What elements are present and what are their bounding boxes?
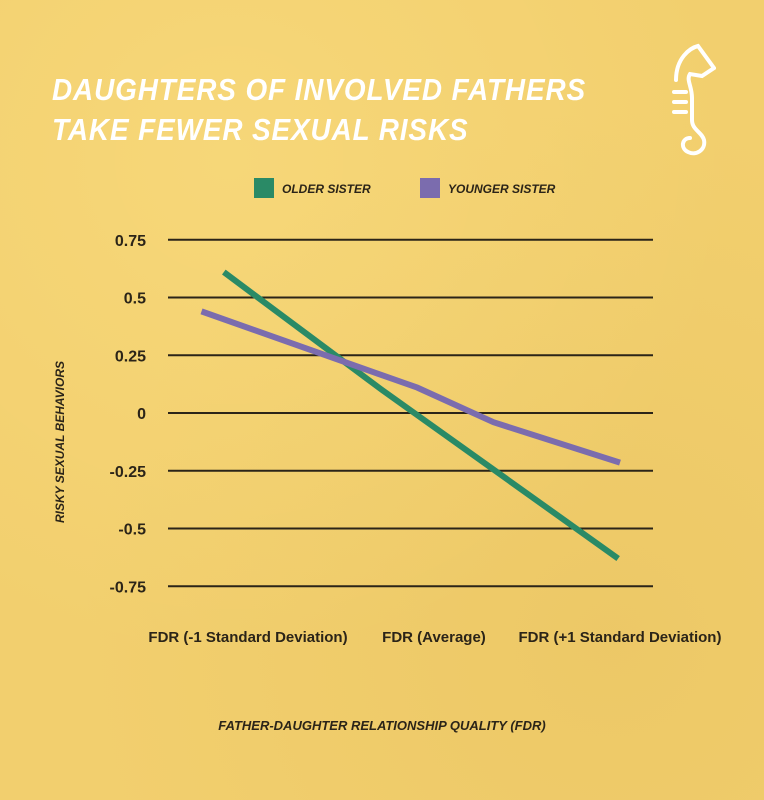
title-line-1: DAUGHTERS OF INVOLVED FATHERS [52, 72, 587, 107]
x-tick-label: FDR (Average) [382, 629, 486, 646]
y-tick-label: 0.25 [115, 348, 146, 365]
legend-swatch [254, 178, 274, 198]
y-tick-label: 0.75 [115, 233, 146, 250]
y-axis-label: RISKY SEXUAL BEHAVIORS [53, 361, 67, 523]
x-tick-label: FDR (+1 Standard Deviation) [519, 629, 722, 646]
legend-swatch [420, 178, 440, 198]
y-tick-label: -0.5 [118, 522, 146, 539]
y-tick-label: 0.5 [124, 291, 146, 308]
legend-label: OLDER SISTER [282, 182, 371, 196]
series-line-older-sister [222, 269, 620, 561]
y-tick-label: 0 [137, 406, 146, 423]
series-line-younger-sister [200, 308, 621, 466]
y-tick-label: -0.25 [110, 464, 147, 481]
x-axis-label: FATHER-DAUGHTER RELATIONSHIP QUALITY (FD… [218, 718, 545, 733]
x-tick-label: FDR (-1 Standard Deviation) [148, 629, 347, 646]
y-tick-label: -0.75 [110, 579, 147, 596]
title-line-2: TAKE FEWER SEXUAL RISKS [52, 112, 469, 147]
legend-label: YOUNGER SISTER [448, 182, 556, 196]
seahorse-icon [672, 43, 716, 156]
chart-title: DAUGHTERS OF INVOLVED FATHERS TAKE FEWER… [52, 70, 586, 150]
